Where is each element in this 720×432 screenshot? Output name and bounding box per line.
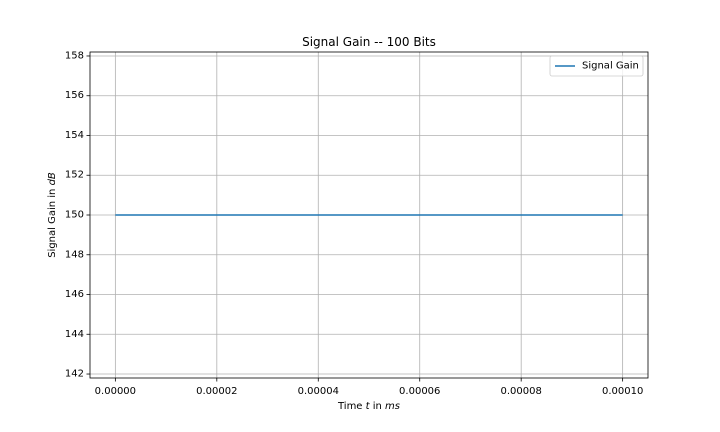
y-tick-label: 154 <box>65 130 84 141</box>
x-label-mid: in <box>370 401 385 412</box>
x-tick-label: 0.00010 <box>602 386 643 397</box>
x-tick-label: 0.00008 <box>501 386 542 397</box>
x-tick-label: 0.00000 <box>95 386 136 397</box>
y-label-pre: Signal Gain in <box>47 185 58 257</box>
y-tick-label: 142 <box>65 369 84 380</box>
x-tick-label: 0.00002 <box>196 386 237 397</box>
y-tick-label: 150 <box>65 210 84 221</box>
y-tick-label: 152 <box>65 170 84 181</box>
x-label-unit: ms <box>385 401 400 412</box>
y-tick-label: 156 <box>65 90 84 101</box>
y-tick-label: 148 <box>65 249 84 260</box>
y-tick-label: 146 <box>65 289 84 300</box>
y-label-unit: dB <box>47 172 58 185</box>
x-tick-label: 0.00006 <box>399 386 440 397</box>
x-axis-label: Time t in ms <box>337 401 400 412</box>
y-axis-label: Signal Gain in dB <box>47 172 58 258</box>
x-tick-label: 0.00004 <box>298 386 339 397</box>
legend-entry-label: Signal Gain <box>582 61 639 72</box>
legend-box <box>549 55 644 77</box>
tick-layer: 0.00000 0.00002 0.00004 0.00006 0.00008 0.000… <box>65 50 643 397</box>
x-label-var: t <box>366 401 371 412</box>
chart-title: Signal Gain -- 100 Bits <box>302 35 436 49</box>
legend: Signal Gain <box>549 55 644 77</box>
y-tick-label: 144 <box>65 329 84 340</box>
y-tick-label: 158 <box>65 50 84 61</box>
x-label-pre: Time <box>337 401 366 412</box>
